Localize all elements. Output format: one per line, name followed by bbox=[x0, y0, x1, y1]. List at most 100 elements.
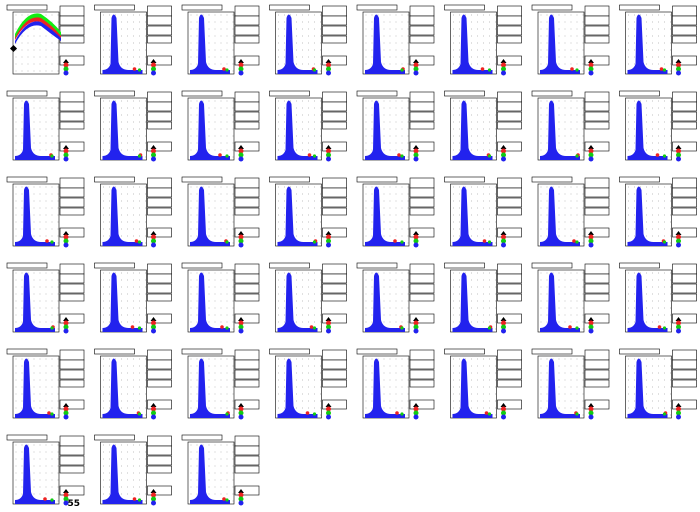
grid-dot bbox=[33, 358, 35, 360]
grid-dot bbox=[483, 21, 484, 23]
grid-dot bbox=[558, 365, 560, 367]
grid-dot bbox=[483, 100, 484, 102]
grid-dot bbox=[489, 107, 490, 109]
grid-dot bbox=[495, 135, 496, 137]
grid-dot bbox=[634, 42, 635, 44]
stat-box bbox=[59, 15, 85, 26]
grid-dot bbox=[570, 135, 572, 137]
grid-dot bbox=[51, 293, 53, 295]
legend-green bbox=[151, 410, 156, 416]
legend-black bbox=[238, 317, 244, 321]
grid-dot bbox=[33, 186, 35, 188]
grid-dot bbox=[570, 407, 572, 409]
legend-red bbox=[588, 62, 594, 68]
grid-dot bbox=[658, 286, 659, 288]
panel bbox=[6, 4, 85, 76]
grid-dot bbox=[570, 100, 572, 102]
grid-dot bbox=[634, 142, 635, 144]
grid-dot bbox=[127, 56, 128, 58]
grid-dot bbox=[51, 63, 53, 65]
grid-dot bbox=[208, 293, 210, 295]
grid-dot bbox=[121, 149, 122, 151]
grid-dot bbox=[145, 486, 146, 488]
grid-dot bbox=[27, 14, 29, 16]
grid-dot bbox=[232, 70, 234, 72]
grid-dot bbox=[320, 21, 321, 23]
legend-red bbox=[413, 62, 419, 68]
grid-dot bbox=[407, 200, 409, 202]
grid-dot bbox=[208, 142, 210, 144]
grid-dot bbox=[459, 321, 460, 323]
grid-dot bbox=[103, 279, 104, 281]
grid-dot bbox=[109, 207, 110, 209]
green-dot bbox=[312, 240, 317, 244]
grid-dot bbox=[582, 28, 584, 30]
stat-box bbox=[234, 35, 260, 44]
grid-dot bbox=[308, 365, 309, 367]
title-box bbox=[94, 4, 135, 11]
grid-dot bbox=[220, 193, 222, 195]
stat-box bbox=[584, 379, 610, 388]
stat-box bbox=[672, 293, 697, 302]
legend-black bbox=[500, 145, 507, 149]
grid-dot bbox=[220, 300, 222, 302]
grid-dot bbox=[634, 114, 635, 116]
grid-dot bbox=[121, 393, 122, 395]
grid-dot bbox=[383, 365, 385, 367]
legend-black bbox=[413, 231, 419, 235]
grid-dot bbox=[190, 321, 192, 323]
grid-dot bbox=[658, 235, 659, 237]
grid-dot bbox=[196, 407, 198, 409]
grid-dot bbox=[15, 114, 17, 116]
grid-dot bbox=[495, 221, 496, 223]
grid-dot bbox=[196, 56, 198, 58]
grid-dot bbox=[109, 135, 110, 137]
grid-dot bbox=[576, 307, 578, 309]
grid-dot bbox=[395, 49, 397, 51]
grid-dot bbox=[109, 21, 110, 23]
grid-dot bbox=[15, 444, 17, 446]
grid-dot bbox=[540, 358, 542, 360]
grid-dot bbox=[133, 149, 134, 151]
grid-dot bbox=[477, 207, 478, 209]
grid-dot bbox=[39, 465, 41, 467]
grid-dot bbox=[226, 365, 228, 367]
grid-dot bbox=[196, 149, 198, 151]
grid-dot bbox=[495, 149, 496, 151]
grid-dot bbox=[564, 100, 566, 102]
title-box bbox=[531, 262, 573, 269]
grid-dot bbox=[133, 493, 134, 495]
stat-box bbox=[584, 283, 610, 294]
grid-dot bbox=[658, 293, 659, 295]
grid-dot bbox=[383, 221, 385, 223]
grid-dot bbox=[395, 21, 397, 23]
stat-box bbox=[322, 25, 347, 36]
grid-dot bbox=[208, 279, 210, 281]
grid-dot bbox=[389, 128, 391, 130]
grid-dot bbox=[453, 186, 454, 188]
grid-dot bbox=[139, 279, 140, 281]
grid-dot bbox=[121, 121, 122, 123]
grid-dot bbox=[540, 314, 542, 316]
grid-dot bbox=[546, 407, 548, 409]
grid-dot bbox=[145, 321, 146, 323]
plot-frame bbox=[625, 11, 672, 75]
grid-dot bbox=[51, 386, 53, 388]
grid-dot bbox=[208, 56, 210, 58]
grid-dot bbox=[664, 372, 665, 374]
grid-dot bbox=[33, 379, 35, 381]
grid-dot bbox=[407, 365, 409, 367]
legend-blue bbox=[63, 500, 69, 506]
grid-dot bbox=[477, 307, 478, 309]
grid-dot bbox=[226, 272, 228, 274]
grid-dot bbox=[226, 28, 228, 30]
grid-dot bbox=[109, 63, 110, 65]
grid-dot bbox=[190, 472, 192, 474]
stat-box bbox=[147, 197, 172, 208]
grid-dot bbox=[15, 393, 17, 395]
grid-dot bbox=[320, 56, 321, 58]
grid-dot bbox=[558, 149, 560, 151]
panel bbox=[444, 176, 522, 248]
grid-dot bbox=[302, 221, 303, 223]
stat-box bbox=[147, 25, 172, 36]
